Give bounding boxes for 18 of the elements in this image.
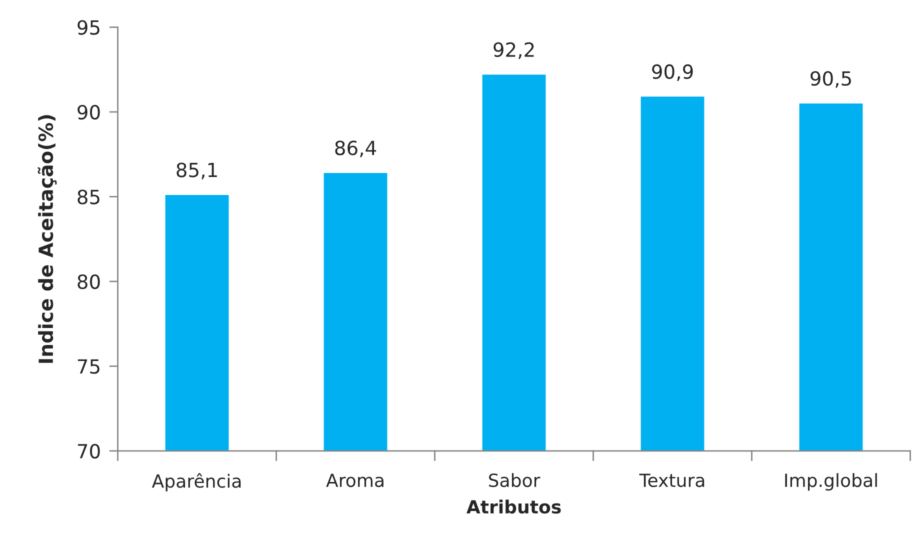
x-tick-label: Imp.global [785, 473, 877, 491]
y-tick-label: 90 [78, 104, 100, 120]
x-axis-title: Atributos [466, 500, 561, 514]
data-label: 85,1 [176, 162, 217, 180]
x-tick-label: Sabor [488, 473, 540, 488]
y-tick-label: 95 [78, 20, 100, 35]
data-label: 90,9 [652, 64, 693, 82]
data-label: 86,4 [335, 140, 376, 158]
x-tick-label: Textura [639, 474, 704, 488]
x-tick-label: Aroma [326, 474, 384, 488]
y-tick-label: 80 [78, 274, 100, 290]
x-tick-label: Aparência [152, 473, 241, 492]
y-axis-title: Indice de Aceitação(%) [38, 115, 57, 363]
y-tick-label: 85 [78, 190, 100, 204]
y-tick-label: 75 [78, 359, 100, 374]
data-label: 90,5 [810, 71, 851, 88]
y-tick-label: 70 [78, 444, 100, 459]
data-label: 92,2 [494, 42, 534, 59]
